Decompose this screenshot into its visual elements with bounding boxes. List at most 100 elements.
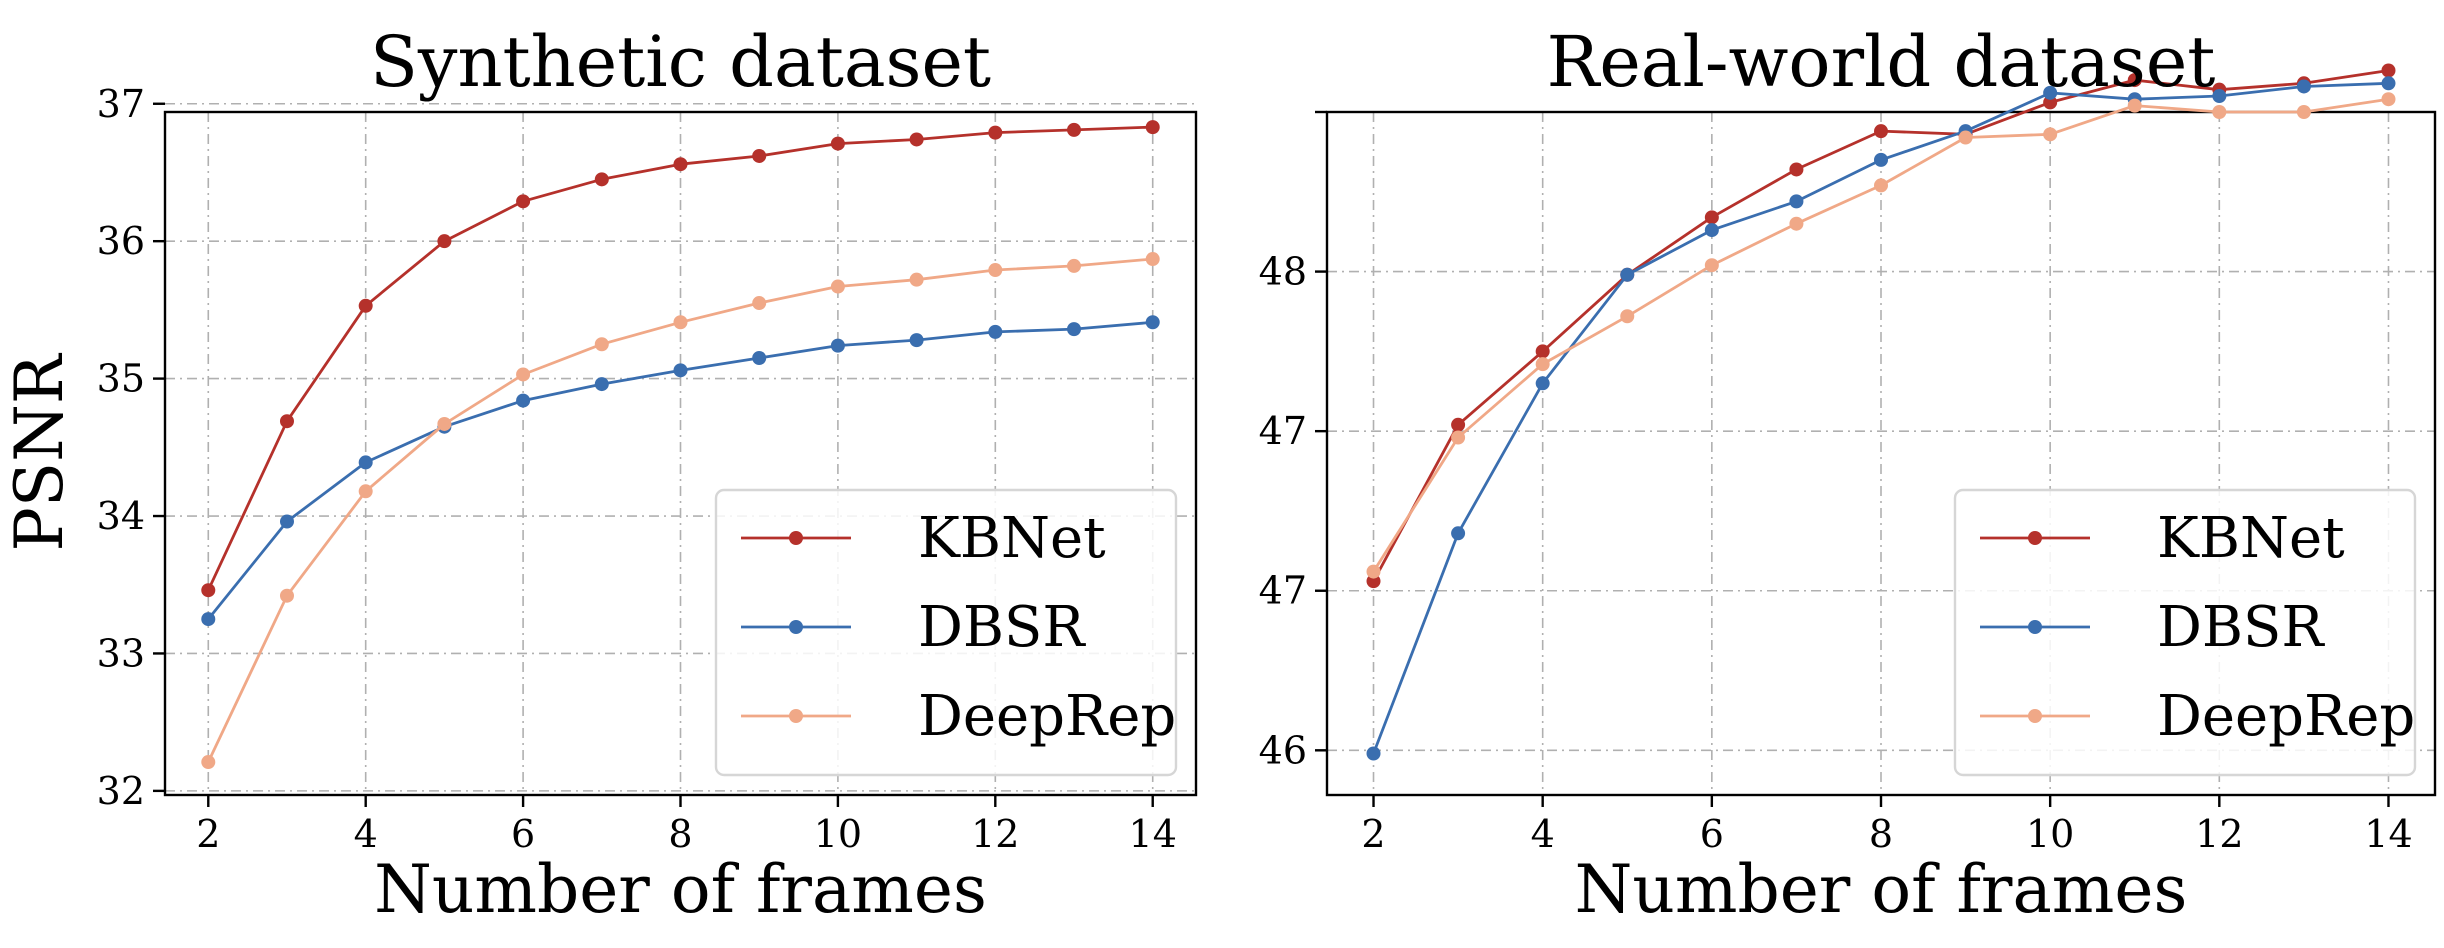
- chart1.point-dbsr-3: [1451, 526, 1466, 541]
- chart0.legend-marker-dbsr: [789, 620, 803, 634]
- chart0.point-deeprep-5: [437, 416, 452, 431]
- chart1.x-tick-label-4: 10: [2026, 812, 2074, 856]
- chart0.x-tick-label-6: 14: [1129, 812, 1177, 856]
- chart1.legend-marker-kbnet: [2028, 531, 2042, 545]
- chart0.legend-marker-kbnet: [789, 531, 803, 545]
- chart1.point-dbsr-14: [2381, 76, 2396, 91]
- chart0.point-dbsr-6: [516, 393, 531, 408]
- chart0.point-dbsr-11: [909, 333, 924, 348]
- chart0.point-kbnet-3: [279, 414, 294, 429]
- chart1.point-dbsr-7: [1789, 194, 1804, 209]
- chart0.point-kbnet-8: [673, 157, 688, 172]
- chart0.point-dbsr-8: [673, 363, 688, 378]
- chart0.x-tick-label-4: 10: [814, 812, 862, 856]
- chart1.point-dbsr-6: [1704, 223, 1719, 238]
- chart1.point-deeprep-13: [2296, 105, 2311, 119]
- chart1.legend-label-kbnet: KBNet: [2157, 506, 2345, 571]
- chart1.point-deeprep-12: [2212, 105, 2227, 119]
- chart0.x-tick-label-5: 12: [971, 812, 1019, 856]
- chart1.y-tick-label-1: 47: [1259, 569, 1307, 613]
- chart1.point-dbsr-10: [2043, 85, 2058, 100]
- chart0.point-dbsr-2: [201, 612, 216, 627]
- chart1.point-kbnet-8: [1874, 124, 1888, 139]
- chart0.point-dbsr-3: [279, 514, 294, 529]
- chart0.point-dbsr-13: [1067, 322, 1082, 337]
- chart1.point-dbsr-12: [2212, 89, 2227, 104]
- chart1.legend-marker-deeprep: [2028, 709, 2042, 723]
- chart0.point-kbnet-5: [437, 234, 452, 249]
- chart1.point-dbsr-8: [1874, 152, 1888, 167]
- chart0.point-kbnet-6: [516, 194, 531, 209]
- chart1.y-tick-label-3: 48: [1259, 250, 1307, 294]
- chart0.point-dbsr-9: [752, 350, 767, 365]
- chart1.point-deeprep-10: [2043, 127, 2058, 142]
- chart1.point-deeprep-11: [2127, 98, 2142, 113]
- chart1.point-dbsr-4: [1535, 376, 1550, 391]
- chart0.x-tick-label-3: 8: [668, 812, 692, 856]
- chart0.y-tick-label-2: 34: [97, 494, 145, 538]
- chart0.x-tick-label-2: 6: [511, 812, 535, 856]
- chart0.y-tick-label-4: 36: [97, 219, 145, 263]
- chart1.x-axis-label: Number of frames: [1575, 851, 2188, 928]
- chart0.legend-label-kbnet: KBNet: [918, 506, 1106, 571]
- chart1.point-deeprep-8: [1874, 178, 1888, 193]
- chart0.y-tick-label-5: 37: [97, 82, 145, 126]
- chart1.point-deeprep-7: [1789, 216, 1804, 231]
- chart0.point-dbsr-14: [1145, 315, 1160, 330]
- chart1.point-kbnet-11: [2127, 73, 2142, 88]
- chart1.point-kbnet-3: [1451, 417, 1466, 432]
- chart1.point-kbnet-2: [1366, 574, 1381, 589]
- chart0.legend-label-dbsr: DBSR: [918, 595, 1086, 660]
- chart-synthetic: 2 4 6 8 10 12 14 32 33 34 35 36 37 Synthetic dataset N…: [1, 21, 1198, 928]
- chart0.point-deeprep-6: [516, 367, 531, 382]
- chart0.point-dbsr-4: [358, 455, 373, 470]
- chart1.point-kbnet-7: [1789, 162, 1804, 177]
- chart0.legend-box: [714, 488, 1178, 777]
- chart1.point-deeprep-5: [1620, 309, 1635, 324]
- chart1.point-dbsr-2: [1366, 746, 1381, 761]
- chart0.point-kbnet-9: [752, 148, 767, 163]
- chart0.point-kbnet-7: [594, 172, 609, 187]
- chart1.x-tick-label-3: 8: [1869, 812, 1893, 856]
- chart1.x-tick-label-0: 2: [1361, 812, 1385, 856]
- chart0.point-dbsr-12: [988, 324, 1003, 339]
- chart0.point-kbnet-4: [358, 298, 373, 313]
- chart0.point-kbnet-2: [201, 583, 216, 598]
- chart0.point-kbnet-14: [1145, 120, 1160, 135]
- chart0.x-axis-label: Number of frames: [374, 851, 987, 928]
- chart0.point-deeprep-2: [201, 755, 216, 770]
- chart0.point-deeprep-12: [988, 263, 1003, 278]
- chart1.title: Real-world dataset: [1547, 21, 2216, 103]
- chart0.point-deeprep-10: [830, 279, 845, 294]
- chart1.x-tick-label-5: 12: [2195, 812, 2243, 856]
- chart1.point-deeprep-9: [1958, 130, 1973, 145]
- chart1.legend: KBNet DBSR DeepRep: [1953, 488, 2417, 777]
- chart1.point-deeprep-4: [1535, 357, 1550, 372]
- chart1.legend-label-dbsr: DBSR: [2157, 595, 2325, 660]
- chart0.x-tick-label-0: 2: [196, 812, 220, 856]
- chart0.point-deeprep-3: [279, 588, 294, 603]
- chart0.point-dbsr-10: [830, 338, 845, 353]
- chart0.point-deeprep-4: [358, 484, 373, 499]
- chart1.x-tick-label-6: 14: [2364, 812, 2412, 856]
- chart0.point-dbsr-7: [594, 377, 609, 392]
- chart1.x-tick-label-2: 6: [1700, 812, 1724, 856]
- chart0.y-tick-label-0: 32: [97, 769, 145, 813]
- chart0.point-kbnet-13: [1067, 122, 1082, 137]
- chart1.point-kbnet-6: [1704, 210, 1719, 225]
- chart1.point-deeprep-6: [1704, 258, 1719, 273]
- chart0.y-tick-label-3: 35: [97, 357, 145, 401]
- chart1.point-dbsr-13: [2296, 79, 2311, 94]
- chart1.legend-box: [1953, 488, 2417, 777]
- chart0.point-kbnet-10: [830, 136, 845, 151]
- chart1.x-tick-label-1: 4: [1531, 812, 1555, 856]
- chart1.legend-marker-dbsr: [2028, 620, 2042, 634]
- chart1.point-dbsr-5: [1620, 267, 1635, 282]
- chart0.title: Synthetic dataset: [370, 21, 991, 103]
- chart0.point-kbnet-11: [909, 132, 924, 147]
- chart0.point-deeprep-11: [909, 272, 924, 287]
- chart1.point-kbnet-14: [2381, 63, 2396, 78]
- chart0.point-deeprep-7: [594, 337, 609, 352]
- chart1.point-deeprep-3: [1451, 430, 1466, 445]
